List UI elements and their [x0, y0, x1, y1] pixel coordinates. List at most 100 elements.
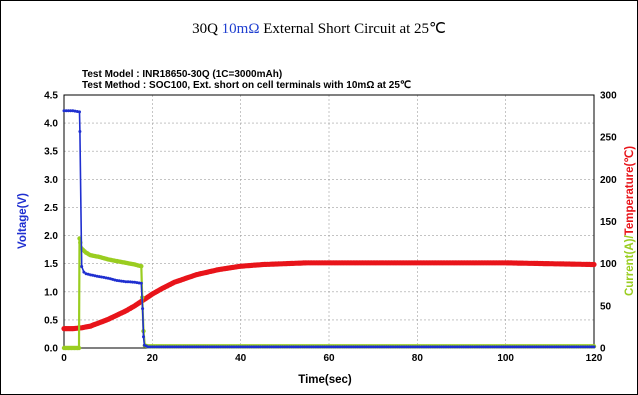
- data-point-voltagev: [334, 345, 338, 349]
- data-point-voltagev: [541, 345, 545, 349]
- data-point-voltagev: [203, 345, 207, 349]
- data-point-voltagev: [475, 345, 479, 349]
- y2-tick-label: 100: [600, 259, 617, 270]
- data-point-voltagev: [464, 345, 468, 349]
- data-point-voltagev: [585, 345, 589, 349]
- data-point-voltagev: [245, 345, 249, 349]
- data-point-voltagev: [78, 110, 81, 114]
- y2-axis-label: Current(A)/Temperature(℃): [623, 146, 636, 296]
- data-point-voltagev: [495, 345, 499, 349]
- data-point-voltagev: [283, 345, 287, 349]
- data-point-voltagev: [259, 345, 262, 349]
- data-point-voltagev: [124, 280, 128, 284]
- data-point-voltagev: [146, 345, 150, 349]
- data-point-voltagev: [574, 345, 578, 349]
- data-point-voltagev: [254, 345, 258, 349]
- y2-tick-label: 150: [600, 217, 617, 228]
- data-point-voltagev: [510, 345, 514, 349]
- data-point-voltagev: [155, 345, 159, 349]
- data-point-voltagev: [349, 345, 353, 349]
- data-point-voltagev: [343, 345, 346, 349]
- data-point-voltagev: [172, 345, 176, 349]
- data-point-voltagev: [181, 345, 185, 349]
- series-temperature: [61, 260, 597, 332]
- series-group: [61, 109, 597, 351]
- data-point-voltagev: [345, 345, 349, 349]
- data-point-voltagev: [261, 345, 265, 349]
- y-tick-label: 3.0: [44, 175, 58, 186]
- data-point-voltagev: [206, 345, 209, 349]
- data-point-voltagev: [305, 345, 309, 349]
- data-point-voltagev: [449, 345, 452, 349]
- data-point-voltagev: [354, 345, 357, 349]
- data-point-voltagev: [568, 345, 572, 349]
- data-point-voltagev: [250, 345, 254, 349]
- data-point-voltagev: [369, 345, 373, 349]
- data-point-voltagev: [296, 345, 300, 349]
- data-point-voltagev: [373, 345, 377, 349]
- data-point-voltagev: [309, 345, 313, 349]
- data-point-voltagev: [117, 279, 121, 283]
- data-point-voltagev: [482, 345, 486, 349]
- title-prefix: 30Q: [192, 21, 222, 37]
- data-point-voltagev: [168, 345, 172, 349]
- x-tick-label: 60: [323, 353, 335, 364]
- data-point-voltagev: [166, 345, 170, 349]
- data-point-voltagev: [367, 345, 371, 349]
- data-point-voltagev: [588, 345, 592, 349]
- data-point-voltagev: [137, 281, 141, 285]
- data-point-voltagev: [530, 345, 534, 349]
- data-point-voltagev: [274, 345, 278, 349]
- data-point-voltagev: [358, 345, 362, 349]
- title-highlight: 10mΩ: [221, 21, 260, 37]
- y-axis-label: Voltage(V): [17, 193, 29, 249]
- data-point-voltagev: [446, 345, 450, 349]
- data-point-voltagev: [256, 345, 260, 349]
- data-point-voltagev: [460, 345, 463, 349]
- series-voltagev: [62, 109, 596, 349]
- data-point-voltagev: [115, 279, 119, 282]
- y2-label-temperature: Temperature(℃): [623, 146, 636, 236]
- data-point-voltagev: [219, 345, 223, 349]
- data-point-voltagev: [466, 345, 470, 349]
- data-point-voltagev: [139, 281, 143, 285]
- data-point-voltagev: [175, 345, 179, 349]
- y-tick-label: 0.0: [44, 344, 58, 355]
- data-point-voltagev: [232, 345, 236, 349]
- data-point-voltagev: [128, 280, 132, 284]
- data-point-voltagev: [69, 109, 73, 113]
- data-point-voltagev: [537, 345, 541, 349]
- data-point-voltagev: [316, 345, 320, 349]
- data-point-voltagev: [225, 345, 229, 349]
- data-point-voltagev: [278, 345, 282, 349]
- data-point-voltagev: [433, 345, 437, 349]
- data-point-voltagev: [164, 345, 168, 349]
- data-point-voltagev: [356, 345, 360, 349]
- data-point-voltagev: [307, 345, 311, 349]
- data-point-voltagev: [440, 345, 444, 349]
- data-point-voltagev: [407, 345, 410, 349]
- data-point-voltagev: [80, 265, 84, 268]
- data-point-voltagev: [389, 345, 393, 349]
- y-tick-label: 3.5: [44, 147, 58, 158]
- y-tick-label: 1.0: [44, 287, 58, 298]
- data-point-voltagev: [223, 345, 227, 349]
- data-point-voltagev: [486, 345, 490, 349]
- data-point-voltagev: [119, 279, 123, 283]
- data-point-voltagev: [276, 345, 280, 349]
- data-point-voltagev: [336, 345, 340, 349]
- data-point-voltagev: [579, 345, 583, 349]
- data-point-voltagev: [570, 345, 574, 349]
- data-point-voltagev: [285, 345, 289, 349]
- data-point-voltagev: [396, 345, 399, 349]
- data-point-currenta: [139, 264, 144, 269]
- y-tick-label: 0.5: [44, 315, 58, 326]
- data-point-voltagev: [340, 345, 344, 349]
- data-point-voltagev: [402, 345, 406, 349]
- data-point-voltagev: [100, 275, 103, 279]
- data-point-voltagev: [157, 345, 161, 349]
- data-point-voltagev: [488, 345, 492, 349]
- data-point-voltagev: [292, 345, 296, 349]
- data-point-voltagev: [73, 109, 77, 113]
- data-point-voltagev: [504, 345, 508, 349]
